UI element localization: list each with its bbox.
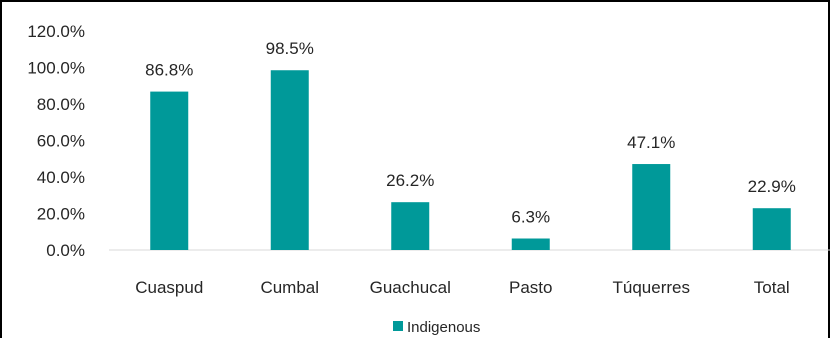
x-category-label: Cumbal <box>260 278 319 297</box>
legend-label: Indigenous <box>407 319 480 336</box>
legend-swatch <box>393 321 403 331</box>
x-category-label: Guachucal <box>370 278 451 297</box>
x-category-label: Pasto <box>509 278 552 297</box>
bar <box>752 208 791 250</box>
data-labels: 86.8% 98.5% 26.2% 6.3% 47.1% 22.9% <box>145 39 796 226</box>
y-tick-label: 0.0% <box>46 241 85 260</box>
x-axis-labels: Cuaspud Cumbal Guachucal Pasto Túquerres Tota… <box>135 278 789 297</box>
data-label: 26.2% <box>386 171 434 190</box>
data-label: 47.1% <box>627 133 675 152</box>
data-label: 22.9% <box>748 177 796 196</box>
x-category-label: Cuaspud <box>135 278 203 297</box>
y-tick-label: 80.0% <box>37 95 85 114</box>
bar <box>391 202 430 250</box>
bars <box>150 70 791 250</box>
data-label: 86.8% <box>145 61 193 80</box>
bar <box>150 91 189 250</box>
data-label: 98.5% <box>266 39 314 58</box>
bar <box>511 238 550 250</box>
y-tick-label: 120.0% <box>27 22 85 41</box>
bar <box>632 164 671 250</box>
y-tick-label: 20.0% <box>37 205 85 224</box>
x-category-label: Túquerres <box>613 278 690 297</box>
bar <box>270 70 309 250</box>
legend: Indigenous <box>393 319 480 336</box>
y-tick-label: 40.0% <box>37 168 85 187</box>
x-category-label: Total <box>754 278 790 297</box>
y-tick-label: 60.0% <box>37 132 85 151</box>
data-label: 6.3% <box>511 208 550 227</box>
y-axis: 0.0% 20.0% 40.0% 60.0% 80.0% 100.0% 120.0% <box>27 22 85 260</box>
y-tick-label: 100.0% <box>27 59 85 78</box>
